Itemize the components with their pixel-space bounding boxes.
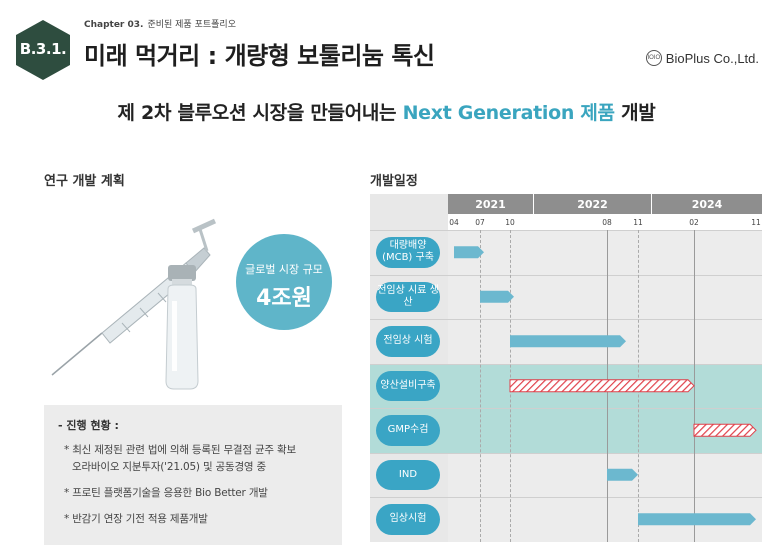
month-label: 08 [602,218,612,227]
gantt-bar [607,468,638,481]
month-header: 04 07 10 08 11 02 11 [448,214,762,230]
gantt-bar [510,335,626,348]
month-label: 02 [689,218,699,227]
year-2022: 2022 [534,194,652,214]
month-label: 07 [475,218,485,227]
syringe-vial-illustration [44,205,344,395]
page-title: 미래 먹거리 : 개량형 보툴리눔 톡신 [84,42,435,70]
task-label: 전임상 시료 생산 [376,281,440,312]
status-item: * 프로틴 플랫폼기술을 응용한 Bio Better 개발 [64,487,268,499]
logo-text: BioPlus Co.,Ltd. [665,50,759,66]
status-item: * 반감기 연장 기전 적용 제품개발 [64,513,208,525]
month-label: 10 [505,218,515,227]
chapter-title: 준비된 제품 포트폴리오 [147,20,236,30]
schedule-title: 개발일정 [370,174,418,189]
gantt-bar [480,290,514,303]
gantt-row [370,497,762,542]
timeline-gridline [480,230,481,542]
gantt-row [370,274,762,320]
status-item: 오라바이오 지분투자('21.05) 및 공동경영 중 [72,461,266,473]
market-size-bubble: 글로벌 시장 규모 4조원 [236,234,332,330]
status-item: * 최신 제정된 관련 법에 의해 등록된 무결점 균주 확보 [64,444,296,456]
year-2024: 2024 [652,194,762,214]
timeline-gridline [694,230,695,542]
subtitle-highlight: Next Generation 제품 [402,102,615,124]
month-label: 11 [633,218,643,227]
market-size-label: 글로벌 시장 규모 [245,263,323,276]
chapter-number: Chapter 03. [84,20,144,30]
gantt-bar [638,513,756,526]
subtitle: 제 2차 블루오션 시장을 만들어내는 Next Generation 제품 개… [0,98,773,125]
task-label: 양산설비구축 [376,370,440,401]
company-logo: IOIO BioPlus Co.,Ltd. [645,50,759,66]
task-label: IND [376,459,440,490]
subtitle-suffix: 개발 [621,102,656,124]
logo-mark: IOIO [645,50,662,66]
section-badge [14,19,72,81]
gantt-row [370,319,762,364]
chapter-label: Chapter 03. 준비된 제품 포트폴리오 [84,17,236,30]
month-label: 04 [449,218,459,227]
gantt-bar [509,379,695,393]
gantt-bar [693,423,757,437]
rnd-plan-title: 연구 개발 계획 [44,174,125,189]
year-header: 2021 2022 2024 [448,194,762,214]
gantt-row [370,230,762,275]
gantt-bar [454,246,484,259]
subtitle-prefix: 제 2차 블루오션 시장을 만들어내는 [117,102,397,124]
task-label: 대량배양 (MCB) 구축 [376,237,440,268]
market-size-value: 4조원 [256,286,312,311]
vial-icon [165,265,199,390]
section-badge-label: B.3.1. [19,40,67,58]
task-label: 임상시험 [376,504,440,535]
progress-status-title: - 진행 현황 : [58,419,119,432]
task-label: 전임상 시험 [376,326,440,357]
month-label: 11 [751,218,761,227]
progress-status-box: - 진행 현황 : * 최신 제정된 관련 법에 의해 등록된 무결점 균주 확… [44,405,342,545]
year-2021: 2021 [448,194,534,214]
gantt-row [370,452,762,498]
task-label: GMP수검 [376,415,440,446]
gantt-bars [454,246,757,526]
